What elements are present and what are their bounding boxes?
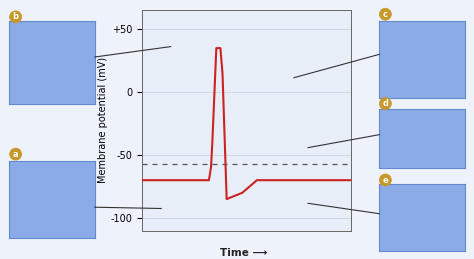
Text: d: d — [383, 99, 388, 108]
Text: b: b — [13, 12, 18, 21]
Y-axis label: Membrane potential (mV): Membrane potential (mV) — [98, 57, 108, 183]
Text: e: e — [383, 176, 388, 184]
Text: Time ⟶: Time ⟶ — [220, 248, 268, 258]
Text: a: a — [13, 150, 18, 159]
Text: c: c — [383, 10, 388, 19]
